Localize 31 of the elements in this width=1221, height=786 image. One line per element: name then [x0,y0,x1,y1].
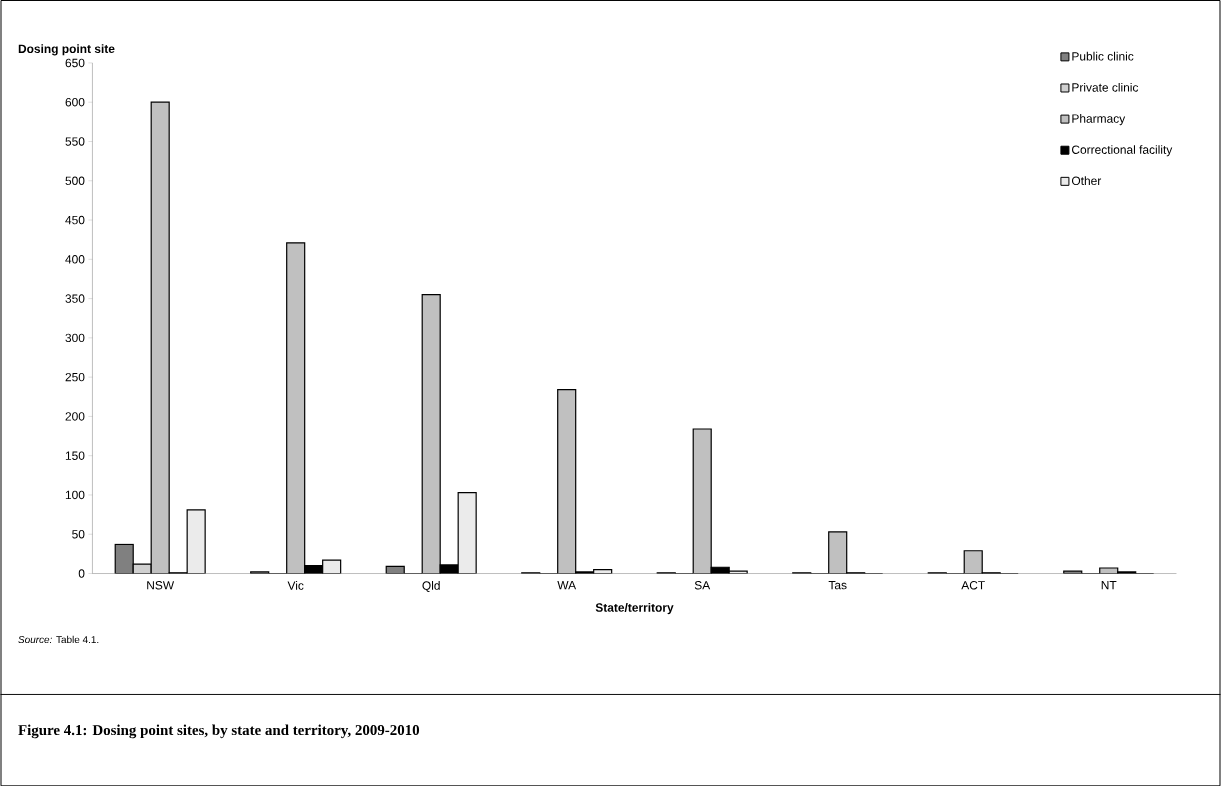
y-tick-label: 600 [65,97,85,107]
x-tick-label: NT [1101,580,1117,590]
x-axis-title: State/territory [595,602,674,614]
x-tick-label: NSW [147,580,175,590]
legend-label: Private clinic [1072,82,1139,92]
y-tick-label: 650 [65,58,85,67]
y-tick-label: 50 [72,529,85,539]
y-tick-label: 250 [65,372,85,382]
x-tick-label: ACT [961,580,985,590]
y-axis-title: Dosing point site [18,44,115,56]
legend-label: Public clinic [1072,51,1134,61]
y-tick-label: 200 [65,412,85,421]
y-tick-label: 100 [65,490,85,500]
legend-label: Other [1071,176,1102,185]
y-tick-label: 450 [65,215,85,225]
x-tick-label: Vic [287,580,304,590]
x-tick-label: Tas [828,580,847,590]
text: Source: Table 4.1. [18,635,99,643]
legend-label: Correctional facility [1072,144,1173,157]
y-tick-label: 150 [65,451,85,460]
y-tick-label: 400 [65,254,85,264]
x-tick-label: SA [694,580,711,590]
text: Figure 4.1: Dosing point sites, by state and territory, 2009-2010 [18,724,420,739]
legend-label: Pharmacy [1072,113,1126,125]
x-tick-label: Qld [422,580,440,592]
y-tick-label: 500 [65,176,85,185]
y-tick-label: 350 [65,294,85,303]
y-tick-label: 300 [65,333,85,342]
y-tick-label: 550 [65,137,85,146]
y-tick-label: 0 [78,569,85,578]
x-tick-label: WA [557,580,577,590]
